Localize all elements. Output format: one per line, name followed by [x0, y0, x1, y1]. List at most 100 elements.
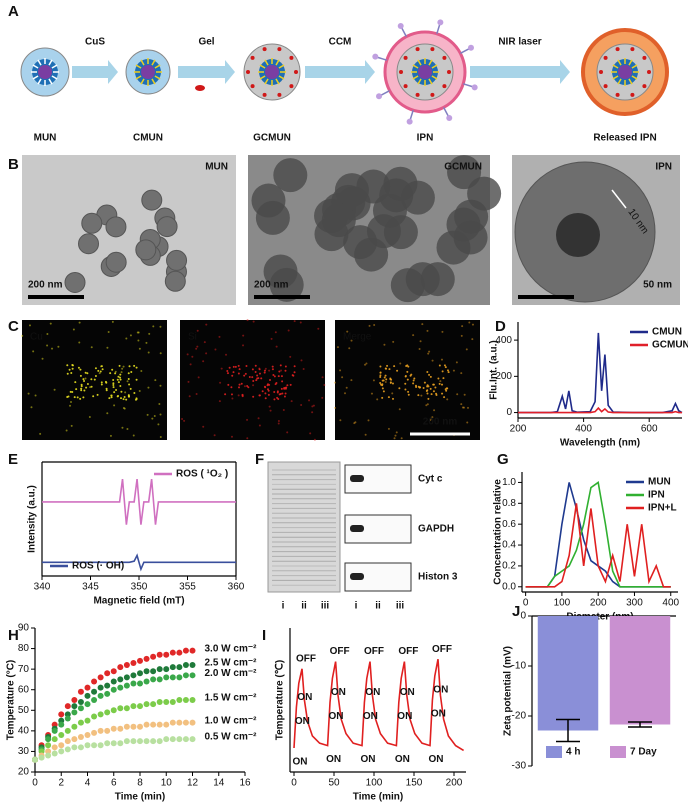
signal: [336, 346, 339, 349]
point: [77, 688, 84, 695]
spike: [151, 78, 156, 85]
signal: [241, 393, 244, 396]
point: [150, 721, 157, 728]
point: [104, 709, 111, 716]
drug: [447, 70, 451, 74]
signal: [278, 370, 281, 373]
signal: [80, 385, 83, 388]
signal: [246, 418, 249, 421]
point: [104, 682, 111, 689]
drug: [403, 84, 408, 89]
point: [77, 734, 84, 741]
drug: [430, 47, 435, 52]
protein-label: GAPDH: [418, 524, 454, 535]
legend-label: 2.5 W cm⁻²: [205, 658, 258, 669]
x-tick-label: 200: [446, 778, 463, 789]
point: [110, 725, 117, 732]
signal: [274, 331, 277, 334]
signal: [187, 380, 190, 383]
x-tick-label: 360: [228, 582, 245, 593]
map-image: [180, 320, 325, 440]
panel-label: H: [8, 627, 19, 644]
particle: [314, 198, 349, 233]
point: [58, 721, 65, 728]
x-tick-label: 400: [662, 598, 679, 609]
panel-label: D: [495, 318, 506, 335]
annotation: OFF: [296, 653, 316, 664]
point: [156, 721, 163, 728]
protein: [380, 90, 390, 96]
signal: [426, 371, 429, 374]
signal: [429, 419, 432, 422]
spike: [628, 78, 633, 85]
spike: [612, 75, 619, 80]
signal: [113, 391, 116, 394]
annotation: ON: [331, 687, 346, 698]
signal: [344, 392, 347, 395]
point: [77, 705, 84, 712]
signal: [393, 365, 396, 368]
point: [104, 670, 111, 677]
signal: [132, 434, 135, 437]
signal: [126, 380, 129, 383]
point: [58, 742, 65, 749]
point: [110, 740, 117, 747]
signal: [118, 364, 121, 367]
y-tick-label: 20: [18, 767, 30, 778]
y-tick-label: 200: [495, 371, 512, 382]
signal: [381, 379, 384, 382]
point: [163, 666, 170, 673]
signal: [293, 371, 296, 374]
lane-label: ii: [375, 601, 381, 612]
arrow: [470, 60, 570, 84]
step-label: MUN: [34, 133, 57, 144]
signal: [127, 394, 130, 397]
point: [97, 711, 104, 718]
bar: [537, 616, 599, 731]
drug: [615, 47, 620, 52]
signal: [261, 390, 264, 393]
signal: [286, 431, 289, 434]
signal: [57, 345, 60, 348]
signal: [117, 394, 120, 397]
drug: [430, 92, 435, 97]
point: [110, 686, 117, 693]
point: [176, 736, 183, 743]
point: [64, 715, 71, 722]
signal: [277, 419, 280, 422]
spike: [51, 75, 58, 80]
point: [169, 664, 176, 671]
signal: [135, 378, 138, 381]
particle: [164, 270, 186, 292]
point: [104, 740, 111, 747]
signal: [428, 350, 431, 353]
spike: [48, 59, 53, 66]
protein: [377, 56, 388, 61]
signal: [51, 347, 54, 350]
signal: [197, 376, 200, 379]
signal: [214, 348, 217, 351]
signal: [119, 373, 122, 376]
signal: [468, 321, 471, 324]
signal: [106, 346, 109, 349]
series-line: [293, 659, 465, 752]
particle: [135, 239, 157, 261]
point: [91, 678, 98, 685]
spike: [412, 64, 419, 69]
signal: [463, 393, 466, 396]
signal: [471, 323, 474, 326]
protein: [409, 109, 414, 120]
point: [176, 649, 183, 656]
point: [176, 664, 183, 671]
signal: [382, 390, 385, 393]
signal: [119, 376, 122, 379]
point: [45, 748, 52, 755]
x-axis-label: Wavelength (nm): [560, 438, 640, 449]
signal: [431, 416, 434, 419]
x-tick-label: 8: [137, 778, 143, 789]
signal: [254, 370, 257, 373]
signal: [86, 372, 89, 375]
signal: [110, 396, 113, 399]
point: [84, 731, 91, 738]
signal: [82, 396, 85, 399]
